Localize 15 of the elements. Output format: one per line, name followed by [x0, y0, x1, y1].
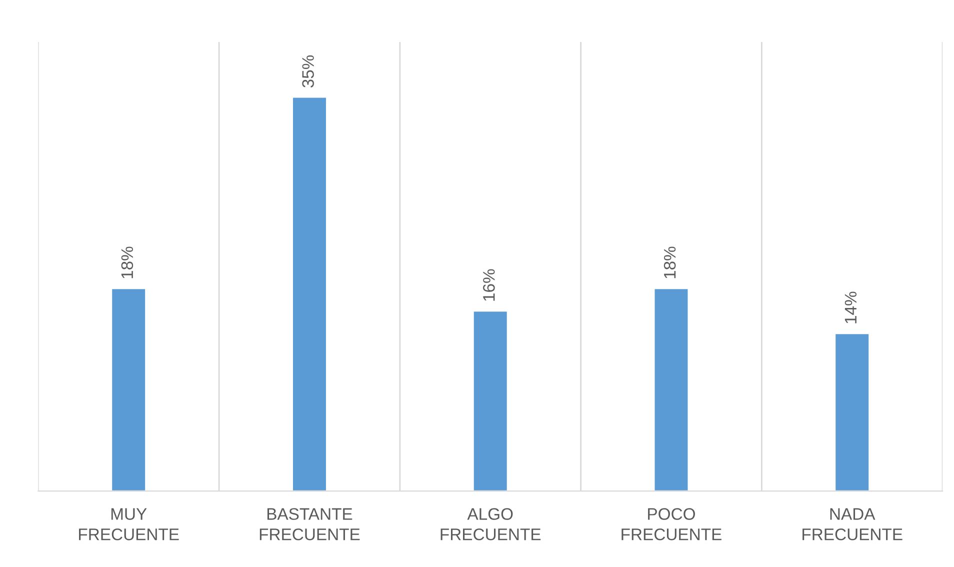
- data-label: 16%: [483, 269, 495, 301]
- data-label: 35%: [302, 55, 314, 88]
- x-tick-label: BASTANTE FRECUENTE: [260, 508, 360, 540]
- x-tick-label: ALGO FRECUENTE: [440, 508, 541, 540]
- bar: [653, 288, 690, 492]
- data-label: 14%: [844, 292, 857, 324]
- bar: [834, 332, 870, 492]
- data-label: 18%: [664, 246, 676, 278]
- x-tick-label: MUY FRECUENTE: [79, 508, 179, 540]
- bar: [292, 96, 328, 492]
- bar: [472, 310, 508, 492]
- bar: [110, 288, 146, 492]
- x-tick-label: NADA FRECUENTE: [802, 508, 902, 540]
- x-tick-label: POCO FRECUENTE: [622, 508, 722, 540]
- data-label: 18%: [121, 246, 134, 278]
